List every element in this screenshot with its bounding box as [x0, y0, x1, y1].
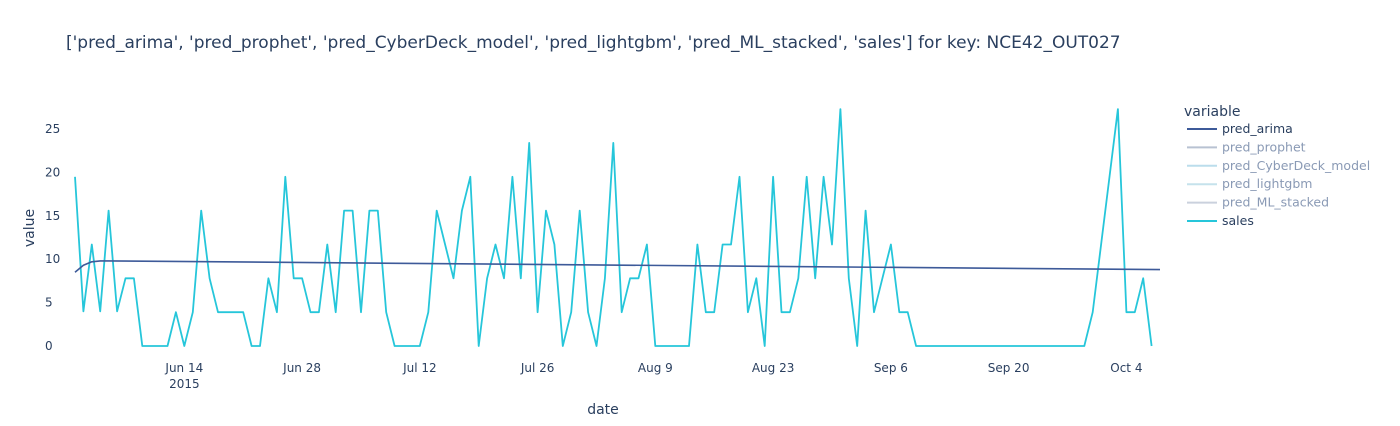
legend-label: sales: [1222, 213, 1254, 228]
legend-item-pred-ml-stacked[interactable]: pred_ML_stacked: [1187, 195, 1329, 210]
legend-label: pred_prophet: [1222, 139, 1306, 154]
y-axis: 0 5 10 15 20 25: [45, 122, 60, 353]
x-tick-label: Jun 14: [164, 361, 203, 375]
x-tick-label: Sep 6: [874, 361, 908, 375]
x-tick-label: Jun 28: [282, 361, 321, 375]
y-tick-label: 25: [45, 122, 60, 136]
y-tick-label: 10: [45, 252, 60, 266]
legend-item-pred-arima[interactable]: pred_arima: [1187, 121, 1293, 136]
y-tick-label: 0: [45, 339, 53, 353]
legend-title: variable: [1184, 104, 1240, 120]
x-axis-title: date: [587, 402, 619, 418]
plot-area[interactable]: [74, 108, 1161, 347]
legend-label: pred_ML_stacked: [1222, 195, 1329, 210]
x-axis: Jun 14 2015 Jun 28 Jul 12 Jul 26 Aug 9 Aug 23 S…: [164, 361, 1142, 391]
series-line-sales[interactable]: [74, 108, 1153, 347]
legend: variable pred_arima pred_prophet pred_Cybe…: [1184, 104, 1370, 228]
legend-label: pred_CyberDeck_model: [1222, 158, 1370, 173]
y-tick-label: 20: [45, 165, 60, 179]
x-tick-label: Aug 23: [752, 361, 795, 375]
legend-label: pred_lightgbm: [1222, 176, 1312, 191]
legend-label: pred_arima: [1222, 121, 1293, 136]
chart-title: ['pred_arima', 'pred_prophet', 'pred_Cyb…: [66, 33, 1121, 53]
x-tick-label: Jul 26: [520, 361, 555, 375]
legend-item-pred-cyberdeck-model[interactable]: pred_CyberDeck_model: [1187, 158, 1370, 173]
legend-item-pred-prophet[interactable]: pred_prophet: [1187, 139, 1306, 154]
series-line-pred-arima[interactable]: [74, 260, 1161, 273]
y-tick-label: 15: [45, 209, 60, 223]
legend-item-sales[interactable]: sales: [1187, 213, 1254, 228]
x-tick-label: Aug 9: [638, 361, 673, 375]
legend-item-pred-lightgbm[interactable]: pred_lightgbm: [1187, 176, 1312, 191]
x-tick-label: Oct 4: [1110, 361, 1142, 375]
y-axis-title: value: [22, 209, 38, 247]
x-tick-label: Sep 20: [988, 361, 1030, 375]
x-tick-label: Jul 12: [402, 361, 437, 375]
x-tick-year-label: 2015: [169, 377, 200, 391]
y-tick-label: 5: [45, 296, 53, 310]
